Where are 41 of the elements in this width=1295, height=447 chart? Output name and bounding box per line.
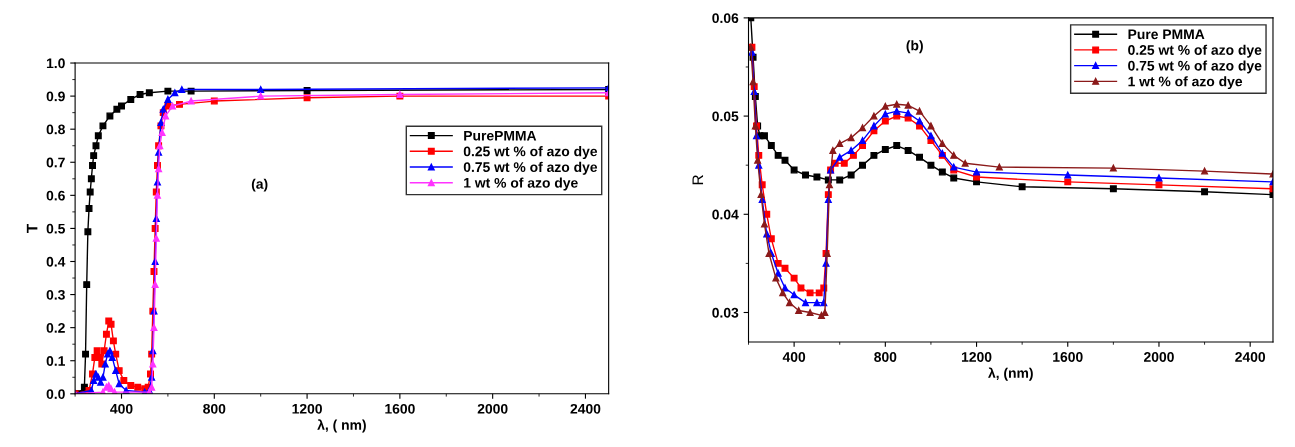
x-tick-label: 1200 <box>292 403 322 414</box>
y-axis-title: R <box>692 175 704 185</box>
y-tick-label: 0.6 <box>46 190 65 201</box>
x-tick-label: 2000 <box>477 403 508 414</box>
y-tick-label: 0.1 <box>46 356 65 366</box>
y-tick-label: 0.5 <box>46 223 65 234</box>
y-tick-label: 0.4 <box>46 256 66 267</box>
y-tick-label: 1.0 <box>46 58 65 69</box>
x-tick-label: 400 <box>782 352 806 362</box>
y-tick-label: 0.7 <box>46 157 65 168</box>
annotation: (a) <box>251 178 268 192</box>
legend-label: 1 wt % of azo dye <box>1128 76 1243 90</box>
legend-label: 0.25 wt % of azo dye <box>463 146 598 160</box>
y-tick-label: 0.06 <box>712 13 739 24</box>
y-tick-label: 0.05 <box>712 111 739 122</box>
x-tick-label: 2000 <box>1144 352 1174 362</box>
y-tick-label: 0.03 <box>712 307 739 318</box>
y-axis-title: T <box>26 223 38 233</box>
y-tick-label: 0.0 <box>46 389 65 399</box>
x-tick-label: 800 <box>874 352 897 362</box>
annotation: (b) <box>906 40 923 54</box>
x-tick-label: 2400 <box>570 403 601 414</box>
legend-label: PurePMMA <box>464 130 537 141</box>
y-tick-label: 0.04 <box>712 209 739 220</box>
x-tick-label: 400 <box>110 403 133 414</box>
legend-label: 0.25 wt % of azo dye <box>1128 44 1262 58</box>
x-tick-label: 800 <box>203 403 226 414</box>
legend-label: 1 wt % of azo dye <box>464 177 578 191</box>
x-tick-label: 1200 <box>961 352 992 362</box>
y-tick-label: 0.8 <box>46 124 65 135</box>
y-tick-label: 0.3 <box>46 289 65 300</box>
legend-label: 0.75 wt % of azo dye <box>463 161 598 175</box>
x-axis-title: λ, ( nm) <box>317 419 366 433</box>
y-tick-label: 0.2 <box>46 322 65 333</box>
x-tick-label: 2400 <box>1235 352 1266 362</box>
legend-label: 0.75 wt % of azo dye <box>1128 60 1262 74</box>
legend-label: Pure PMMA <box>1128 29 1205 40</box>
x-tick-label: 1600 <box>1053 352 1083 362</box>
x-axis-title: λ, (nm) <box>988 367 1033 381</box>
x-tick-label: 1600 <box>385 403 415 414</box>
y-tick-label: 0.9 <box>46 91 65 102</box>
